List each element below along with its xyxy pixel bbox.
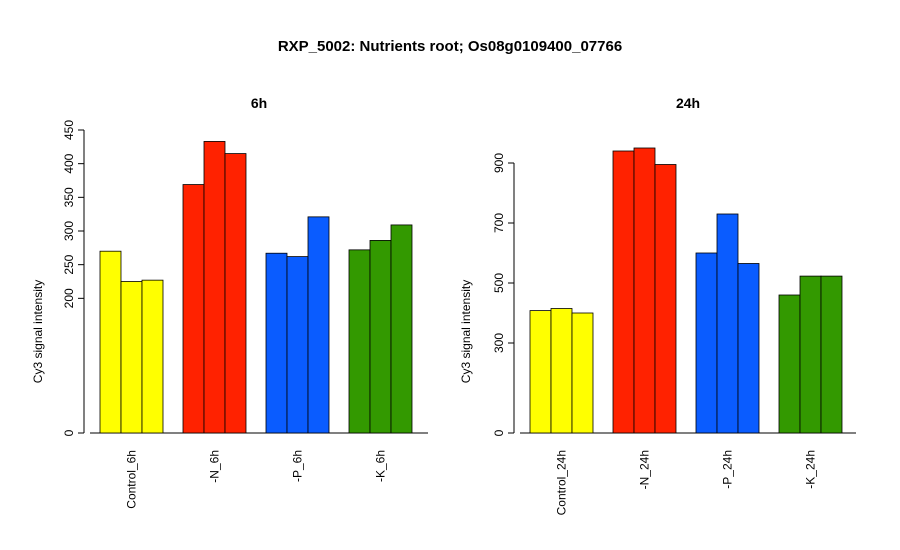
y-tick-label: 450 bbox=[62, 120, 76, 140]
bar bbox=[799, 275, 822, 434]
x-tick-label: -K_24h bbox=[804, 450, 818, 489]
y-tick-label: 500 bbox=[492, 273, 506, 293]
bar bbox=[737, 263, 760, 434]
bar bbox=[633, 147, 656, 434]
y-tick-label: 300 bbox=[62, 221, 76, 241]
y-axis-label: Cy3 signal intensity bbox=[31, 280, 45, 383]
bar bbox=[778, 294, 801, 434]
bar bbox=[571, 312, 594, 434]
y-axis-label: Cy3 signal intensity bbox=[459, 280, 473, 383]
x-tick-label: Control_6h bbox=[125, 450, 139, 509]
y-tick-label: 0 bbox=[492, 429, 506, 436]
x-tick-label: -N_6h bbox=[208, 450, 222, 483]
bar bbox=[550, 308, 573, 434]
y-tick-label: 200 bbox=[62, 288, 76, 308]
bar bbox=[307, 216, 330, 434]
x-tick-label: -N_24h bbox=[638, 450, 652, 489]
bar bbox=[654, 164, 677, 434]
x-tick-label: -K_6h bbox=[374, 450, 388, 482]
y-tick-label: 400 bbox=[62, 153, 76, 173]
bar bbox=[716, 213, 739, 434]
y-tick-label: 300 bbox=[492, 333, 506, 353]
y-tick-label: 350 bbox=[62, 187, 76, 207]
bar bbox=[224, 153, 247, 434]
bar bbox=[529, 310, 552, 434]
y-tick-label: 0 bbox=[62, 429, 76, 436]
x-tick-label: -P_24h bbox=[721, 450, 735, 489]
y-tick-label: 900 bbox=[492, 153, 506, 173]
panel-title: 24h bbox=[676, 95, 700, 111]
bar bbox=[141, 279, 164, 434]
x-tick-label: Control_24h bbox=[555, 450, 569, 515]
bar bbox=[820, 275, 843, 434]
bar bbox=[695, 252, 718, 434]
bar bbox=[390, 224, 413, 434]
y-tick-label: 700 bbox=[492, 213, 506, 233]
figure-title: RXP_5002: Nutrients root; Os08g0109400_0… bbox=[277, 38, 623, 55]
y-tick-label: 250 bbox=[62, 254, 76, 274]
x-tick-label: -P_6h bbox=[291, 450, 305, 482]
bar bbox=[612, 150, 635, 434]
panel-title: 6h bbox=[251, 95, 267, 111]
